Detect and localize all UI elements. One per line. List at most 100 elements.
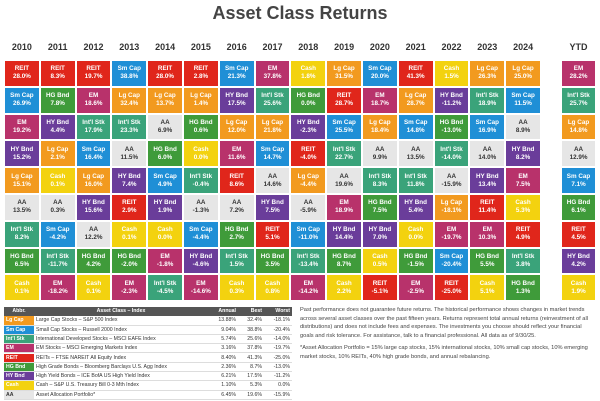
return-cell: HG Bnd 7.5% <box>362 194 398 221</box>
year-header: 2010 <box>11 42 32 52</box>
asset-label: AA <box>303 199 313 207</box>
legend-cell: 5.74% <box>208 335 238 345</box>
return-cell: Sm Cap 11.5% <box>505 86 541 114</box>
return-value: 8.2% <box>14 234 30 242</box>
asset-label: EM <box>446 226 457 234</box>
asset-label: Lg Cap <box>82 172 105 180</box>
asset-label: Cash <box>570 279 587 287</box>
legend-cell: 6.21% <box>208 372 238 382</box>
asset-label: AA <box>88 226 99 234</box>
return-value: 6.0% <box>157 153 173 161</box>
asset-label: EM <box>88 92 99 100</box>
return-value: 2.2% <box>336 287 352 295</box>
return-value: 28.0% <box>156 73 175 81</box>
return-cell: Sm Cap 26.9% <box>4 86 40 114</box>
year-header: 2012 <box>83 42 104 52</box>
return-value: 2.9% <box>122 207 137 215</box>
return-value: -11.0% <box>298 234 319 242</box>
return-cell: Lg Cap 13.7% <box>147 86 183 114</box>
return-value: 38.8% <box>120 73 139 81</box>
asset-label: Lg Cap <box>476 65 498 73</box>
return-cell: REIT 41.3% <box>397 60 434 87</box>
legend-cell: -25.0% <box>264 354 292 363</box>
return-cell: EM 18.7% <box>362 86 398 114</box>
return-value: 25.5% <box>335 126 354 134</box>
legend-cell: 8.40% <box>208 354 238 363</box>
asset-label: Cash <box>372 252 388 260</box>
asset-label: AA <box>17 199 27 207</box>
asset-label: HY Bnd <box>46 118 69 126</box>
return-cell: AA 8.9% <box>505 113 541 141</box>
return-value: 28.2% <box>569 73 588 81</box>
legend-cell: 19.6% <box>238 391 264 400</box>
asset-label: HY Bnd <box>10 145 34 153</box>
return-value: 21.8% <box>263 126 282 134</box>
return-value: 16.9% <box>478 126 497 134</box>
return-value: 7.4% <box>122 180 137 188</box>
return-cell: HG Bnd 5.5% <box>469 247 506 275</box>
return-value: 25.6% <box>263 100 282 108</box>
return-cell: Sm Cap -4.4% <box>183 220 219 248</box>
return-cell: HY Bnd 15.6% <box>75 194 112 221</box>
legend-header: Abbr. <box>4 307 34 317</box>
return-value: 4.5% <box>571 234 586 242</box>
legend-abbr: Cash <box>4 381 34 391</box>
return-value: 7.0% <box>372 234 388 242</box>
year-header: 2023 <box>477 42 498 52</box>
return-value: -4.6% <box>192 260 210 268</box>
legend-cell: -13.0% <box>264 363 292 373</box>
return-cell: AA 12.9% <box>561 140 596 168</box>
asset-label: REIT <box>193 65 209 73</box>
legend-cell: High Grade Bonds – Bloomberg Barclays U.… <box>34 363 208 373</box>
return-value: 11.6% <box>227 153 246 161</box>
asset-label: Lg Cap <box>333 65 355 73</box>
asset-label: Lg Cap <box>405 92 427 100</box>
return-cell: Int'l Stk 18.9% <box>469 86 506 114</box>
return-cell: AA -5.9% <box>290 194 327 221</box>
return-value: 10.3% <box>478 234 497 242</box>
asset-label: Lg Cap <box>47 145 69 153</box>
asset-label: Cash <box>407 226 424 234</box>
return-value: 41.3% <box>406 73 425 81</box>
return-cell: HY Bnd -11.2% <box>433 86 470 114</box>
return-cell: HG Bnd 8.7% <box>326 247 362 275</box>
return-value: 5.4% <box>408 207 423 215</box>
return-value: 7.1% <box>571 180 586 188</box>
return-value: 25.0% <box>514 73 533 81</box>
asset-label: AA <box>339 172 349 180</box>
asset-label: Sm Cap <box>332 118 356 126</box>
return-value: 5.5% <box>480 260 495 268</box>
asset-label: HY Bnd <box>404 199 427 207</box>
return-cell: HG Bnd 4.2% <box>75 247 112 275</box>
return-cell: AA 14.0% <box>469 140 506 168</box>
return-cell: REIT 2.9% <box>111 194 148 221</box>
return-value: 2.8% <box>193 73 209 81</box>
note-text: *Asset Allocation Portfolio = 15% large … <box>300 345 588 360</box>
return-cell: Int'l Stk 25.7% <box>561 86 596 114</box>
return-value: -4.4% <box>300 180 317 188</box>
return-cell: Sm Cap 4.9% <box>147 167 183 194</box>
return-value: 13.5% <box>12 207 31 215</box>
asset-label: Lg Cap <box>261 118 284 126</box>
return-value: 13.4% <box>478 180 497 188</box>
asset-label: EM <box>573 65 584 73</box>
legend-cell: 8.7% <box>238 363 264 373</box>
asset-label: Cash <box>443 65 460 73</box>
asset-label: Cash <box>14 279 30 287</box>
asset-label: HY Bnd <box>368 226 392 234</box>
asset-label: EM <box>231 145 242 153</box>
year-header: 2024 <box>513 42 534 52</box>
return-value: -4.4% <box>192 234 210 242</box>
return-cell: EM -1.8% <box>147 247 183 275</box>
return-value: -14.0% <box>441 153 462 161</box>
return-value: -1.8% <box>156 260 174 268</box>
asset-label: Sm Cap <box>10 92 34 100</box>
asset-label: Cash <box>121 226 137 234</box>
asset-label: Int'l Stk <box>567 92 590 100</box>
return-cell: Cash 0.0% <box>183 140 219 168</box>
return-cell: Int'l Stk 8.3% <box>362 167 398 194</box>
return-value: -2.5% <box>407 287 424 295</box>
return-value: 1.5% <box>229 260 244 268</box>
return-cell: Sm Cap 14.7% <box>254 140 291 168</box>
asset-label: REIT <box>229 172 244 180</box>
